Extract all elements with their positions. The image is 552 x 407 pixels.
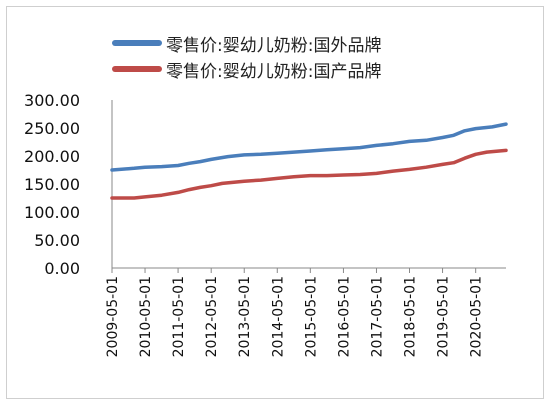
legend-swatch-foreign-brand <box>112 40 162 46</box>
legend-swatch-domestic-brand <box>112 66 162 72</box>
legend-label-domestic-brand: 零售价:婴幼儿奶粉:国产品牌 <box>166 61 382 82</box>
chart-frame <box>6 6 544 399</box>
x-tick-label: 2017-05-01 <box>369 276 385 357</box>
x-tick-label: 2010-05-01 <box>138 276 154 357</box>
y-tick-label: 250.00 <box>24 119 80 138</box>
x-tick-label: 2012-05-01 <box>204 276 220 357</box>
x-tick-label: 2014-05-01 <box>270 276 286 357</box>
x-tick-label: 2015-05-01 <box>303 276 319 357</box>
chart-legend: 零售价:婴幼儿奶粉:国外品牌 零售价:婴幼儿奶粉:国产品牌 <box>112 30 381 82</box>
x-tick-label: 2018-05-01 <box>403 276 419 357</box>
y-tick-label: 100.00 <box>24 203 80 222</box>
x-tick-label: 2016-05-01 <box>336 276 352 357</box>
x-tick-label: 2013-05-01 <box>237 276 253 357</box>
y-tick-label: 0.00 <box>44 259 80 278</box>
x-tick-label: 2019-05-01 <box>436 276 452 357</box>
series-line-domestic-brand <box>110 148 508 200</box>
legend-label-foreign-brand: 零售价:婴幼儿奶粉:国外品牌 <box>166 35 382 56</box>
y-tick-label: 50.00 <box>34 231 80 250</box>
legend-item-foreign-brand: 零售价:婴幼儿奶粉:国外品牌 <box>112 30 381 56</box>
x-tick-label: 2011-05-01 <box>171 276 187 357</box>
series-line-foreign-brand <box>110 122 508 172</box>
legend-item-domestic-brand: 零售价:婴幼儿奶粉:国产品牌 <box>112 56 381 82</box>
x-tick-label: 2009-05-01 <box>105 276 121 357</box>
y-tick-label: 200.00 <box>24 147 80 166</box>
y-tick-label: 300.00 <box>24 91 80 110</box>
x-tick-label: 2020-05-01 <box>469 276 485 357</box>
y-tick-label: 150.00 <box>24 175 80 194</box>
